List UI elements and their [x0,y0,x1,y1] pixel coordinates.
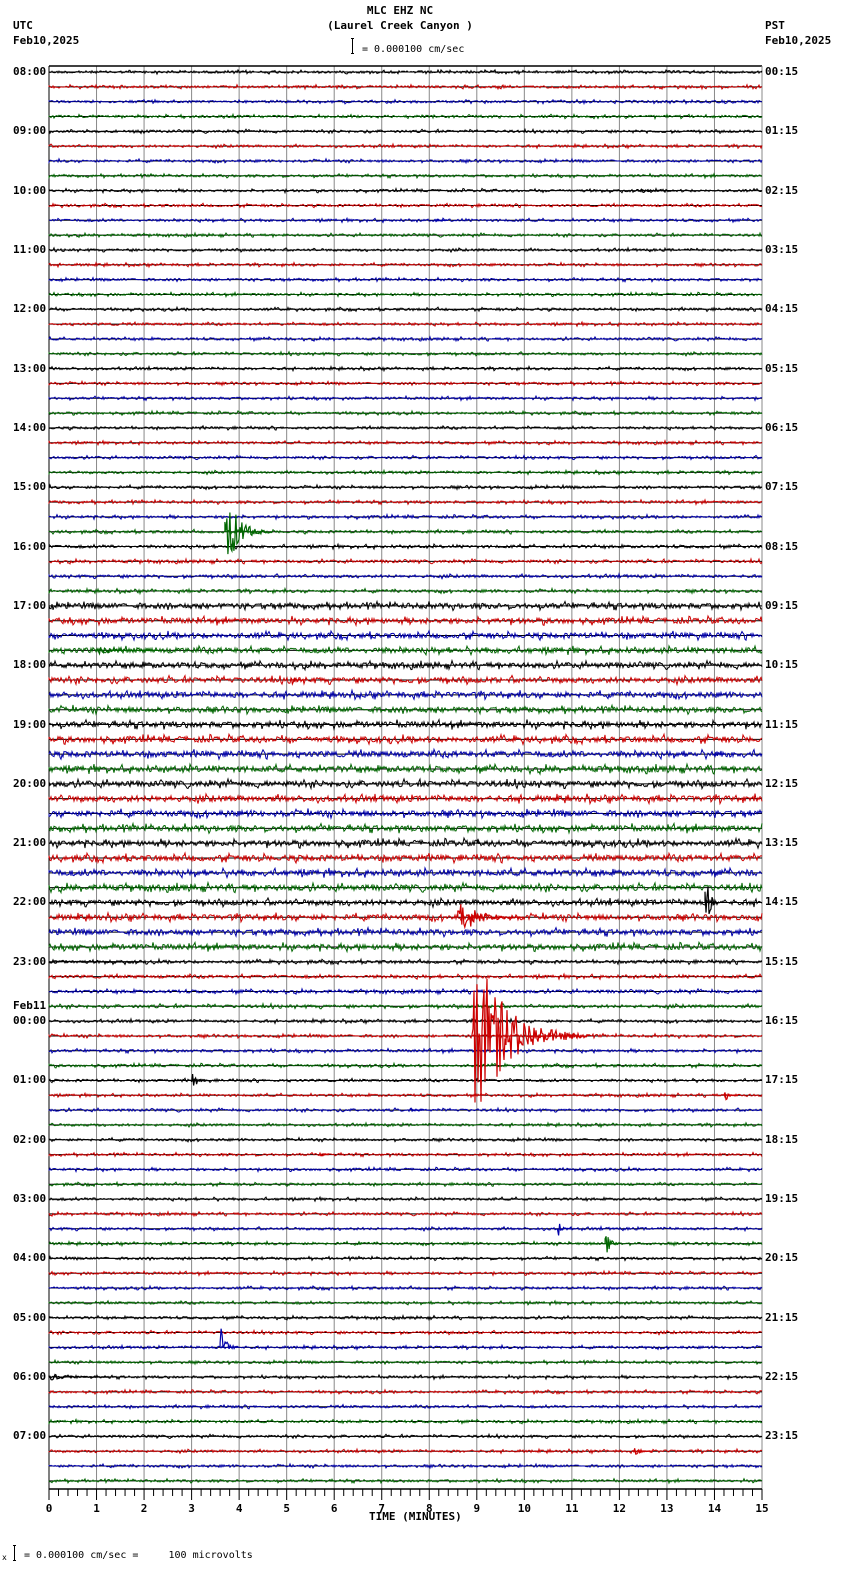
scale-bar-icon [351,38,354,54]
pst-hour-label: 02:15 [765,183,799,197]
utc-hour-label: 09:00 [13,124,47,138]
x-tick-label: 4 [235,1502,243,1515]
pst-hour-label: 21:15 [765,1310,799,1324]
pst-hour-label: 13:15 [765,836,799,850]
footer-scale-note: = 0.000100 cm/sec = 100 microvolts [24,1550,253,1561]
x-tick-label: 8 [425,1502,433,1515]
scale-text: = 0.000100 cm/sec [362,44,465,55]
station-location: (Laurel Creek Canyon ) [327,19,473,32]
x-tick-label: 5 [283,1502,290,1515]
footer-scale-bar-icon [13,1545,16,1561]
station-title: MLC EHZ NC [366,4,434,17]
pst-hour-label: 05:15 [765,361,799,375]
x-axis-label: TIME (MINUTES) [369,1510,462,1523]
utc-hour-label: 02:00 [13,1132,47,1146]
utc-hour-label: 15:00 [13,480,47,494]
pst-hour-label: 16:15 [765,1014,799,1028]
x-tick-label: 15 [755,1502,769,1515]
utc-hour-label: 13:00 [13,361,47,375]
right-date: Feb10,2025 [765,34,832,47]
utc-hour-label: 16:00 [13,539,47,553]
utc-hour-label: 01:00 [13,1073,47,1087]
utc-hour-label: 17:00 [13,598,47,612]
utc-hour-label: 00:00 [13,1014,47,1028]
pst-hour-label: 04:15 [765,302,799,316]
x-tick-label: 0 [45,1502,53,1515]
utc-hour-label: 12:00 [13,302,47,316]
pst-hour-label: 11:15 [765,717,799,731]
utc-hour-label: 22:00 [13,895,47,909]
x-tick-label: 13 [660,1502,674,1515]
pst-hour-label: 19:15 [765,1192,799,1206]
utc-hour-label: 20:00 [13,776,47,790]
utc-hour-label: 03:00 [13,1192,47,1206]
x-tick-label: 12 [612,1502,627,1515]
pst-hour-label: 23:15 [765,1429,799,1443]
utc-hour-label: 06:00 [13,1370,47,1384]
x-tick-label: 10 [517,1502,531,1515]
pst-hour-label: 17:15 [765,1073,799,1087]
date-change-label: Feb11 [13,999,47,1013]
x-tick-label: 11 [565,1502,579,1515]
pst-hour-label: 14:15 [765,895,799,909]
x-tick-label: 3 [188,1502,195,1515]
utc-hour-label: 21:00 [13,836,47,850]
pst-hour-label: 10:15 [765,658,799,672]
utc-hour-label: 08:00 [13,65,47,78]
footer-prefix: x [2,1553,7,1562]
utc-hour-label: 07:00 [13,1429,47,1443]
x-tick-label: 1 [93,1502,100,1515]
x-tick-label: 2 [140,1502,148,1515]
pst-hour-label: 00:15 [765,65,799,78]
utc-hour-label: 04:00 [13,1251,47,1265]
x-tick-label: 7 [378,1502,386,1515]
pst-hour-label: 01:15 [765,124,799,138]
pst-hour-label: 18:15 [765,1132,799,1146]
pst-hour-label: 22:15 [765,1370,799,1384]
left-date: Feb10,2025 [13,34,80,47]
utc-hour-label: 05:00 [13,1310,47,1324]
utc-hour-label: 11:00 [13,242,47,256]
x-tick-label: 6 [330,1502,338,1515]
utc-hour-label: 10:00 [13,183,47,197]
utc-hour-label: 23:00 [13,954,47,968]
pst-hour-label: 12:15 [765,776,799,790]
x-tick-label: 9 [473,1502,481,1515]
pst-hour-label: 07:15 [765,480,799,494]
pst-hour-label: 15:15 [765,954,799,968]
pst-hour-label: 06:15 [765,420,799,434]
pst-hour-label: 03:15 [765,242,799,256]
left-timezone: UTC [13,19,33,32]
pst-hour-label: 20:15 [765,1251,799,1265]
utc-hour-label: 19:00 [13,717,47,731]
pst-hour-label: 09:15 [765,598,799,612]
right-timezone: PST [765,19,785,32]
utc-hour-label: 18:00 [13,658,47,672]
x-tick-label: 14 [707,1502,722,1515]
pst-hour-label: 08:15 [765,539,799,553]
utc-hour-label: 14:00 [13,420,47,434]
